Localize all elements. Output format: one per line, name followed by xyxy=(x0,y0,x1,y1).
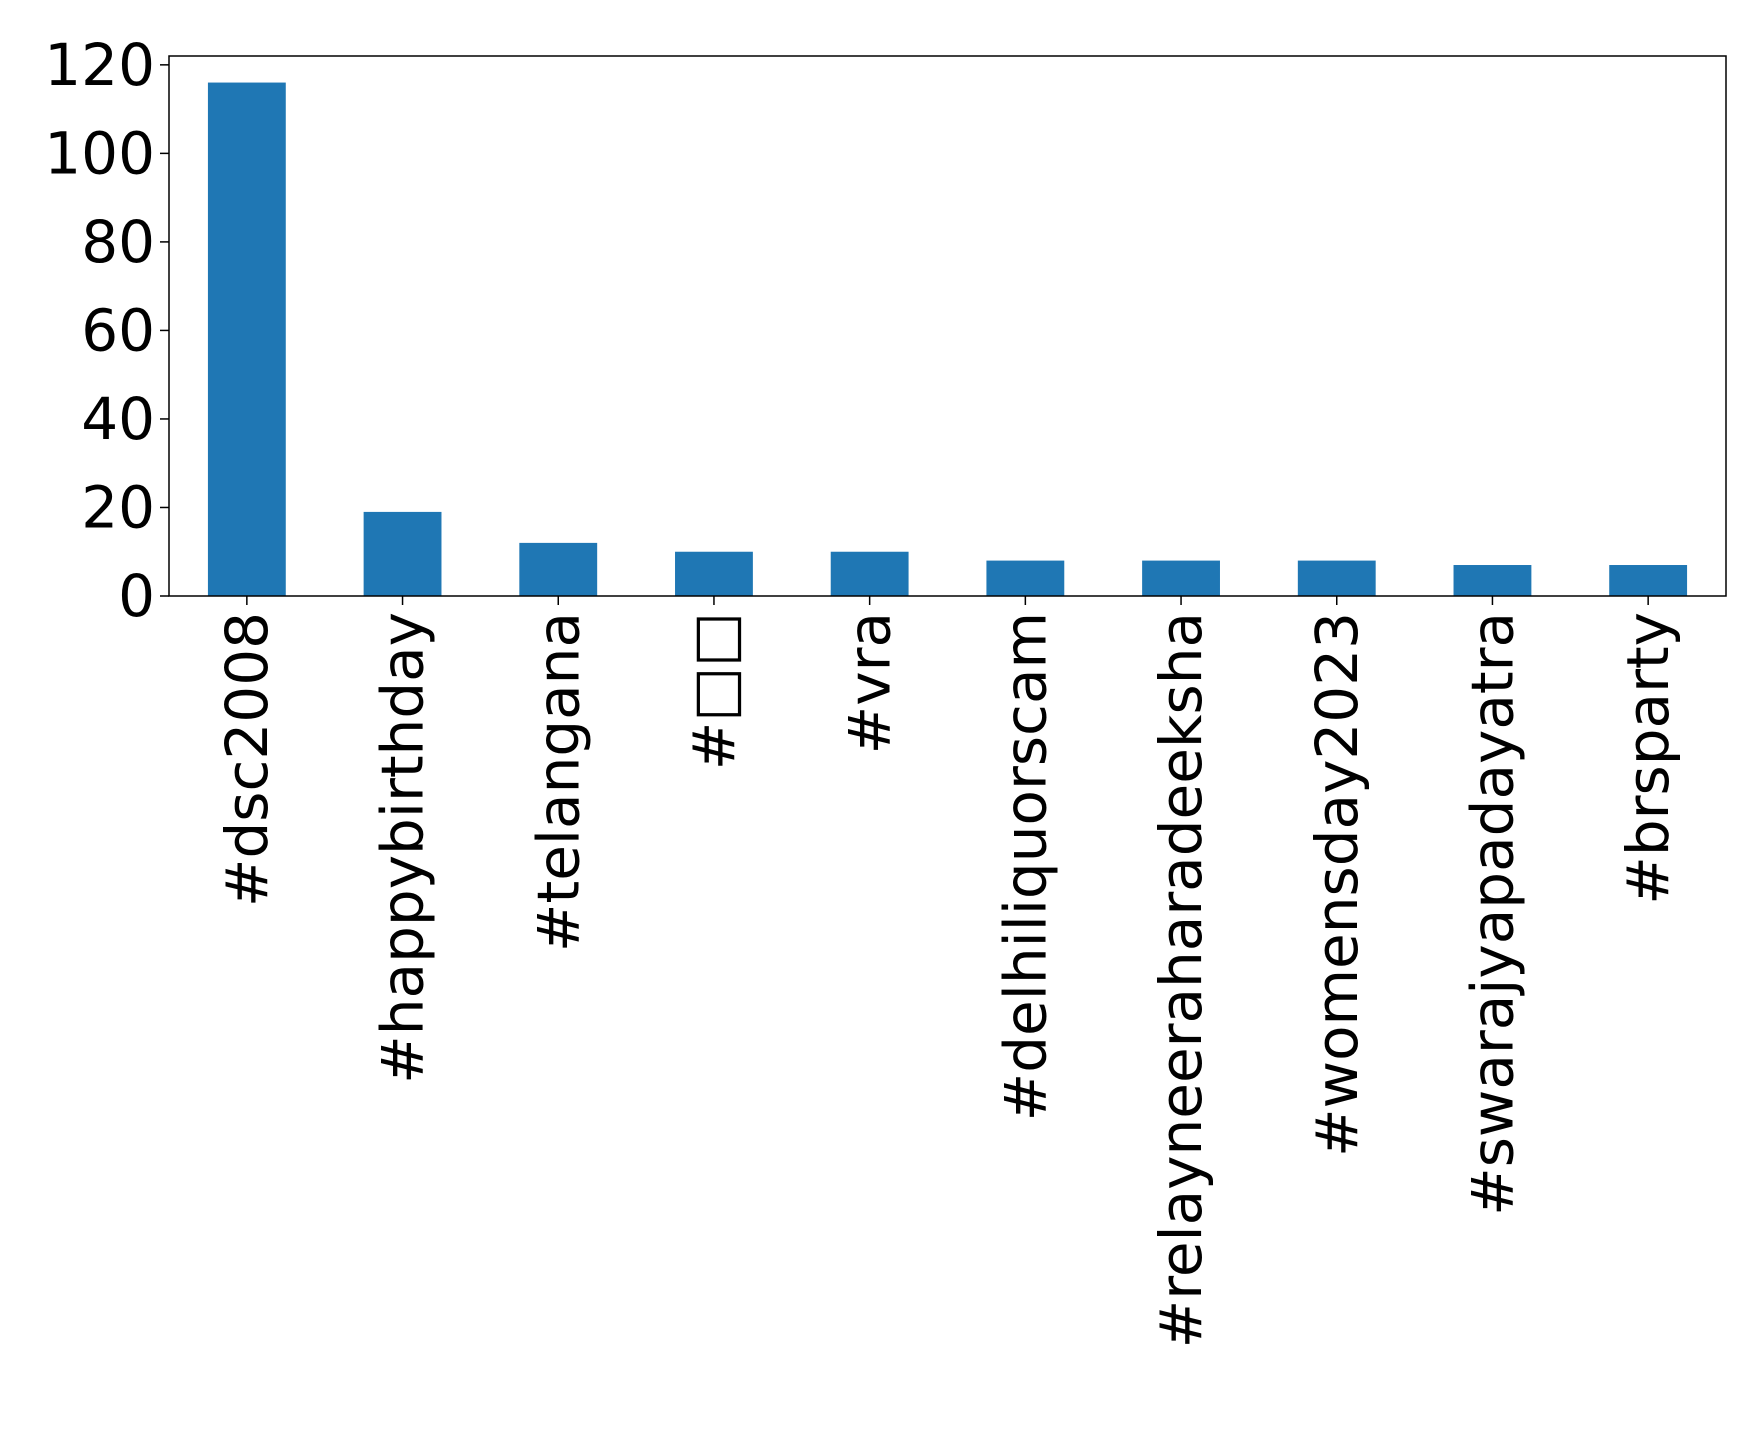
x-tick-label: #telangana xyxy=(524,612,592,952)
x-tick-label: #happybirthday xyxy=(369,612,437,1084)
bar xyxy=(830,551,909,596)
x-tick-label: #delhiliquorscam xyxy=(991,612,1059,1121)
x-tick-label: #womensday2023 xyxy=(1303,612,1371,1157)
x-tick-label: #vra xyxy=(836,612,904,754)
bar xyxy=(1609,565,1688,596)
bar xyxy=(1142,560,1220,596)
x-tick-label: #relayneeraharadeeksha xyxy=(1147,612,1215,1348)
y-tick-label: 0 xyxy=(118,562,155,630)
bar xyxy=(207,82,286,597)
x-axis: #dsc2008 #happybirthday #telangana #□□ #vra #… xyxy=(213,596,1682,1348)
x-tick-label: #□□ xyxy=(680,612,748,770)
bar xyxy=(986,560,1065,596)
bar xyxy=(675,551,753,596)
plot-frame xyxy=(168,55,1727,597)
bar xyxy=(363,511,442,596)
y-tick-label: 40 xyxy=(81,385,155,453)
x-tick-label: #swarajyapadayatra xyxy=(1458,612,1526,1216)
x-tick-label: #dsc2008 xyxy=(213,612,281,907)
bar xyxy=(519,542,598,596)
y-tick-label: 120 xyxy=(44,31,155,99)
bars xyxy=(207,82,1688,597)
x-tick-label: #brsparty xyxy=(1614,612,1682,905)
y-tick-label: 20 xyxy=(81,473,155,541)
y-tick-label: 100 xyxy=(44,119,155,187)
bar xyxy=(1297,560,1376,596)
bar xyxy=(1453,565,1532,596)
y-tick-label: 60 xyxy=(81,296,155,364)
y-tick-label: 80 xyxy=(81,208,155,276)
y-axis: 0 20 40 60 80 100 120 xyxy=(44,31,169,630)
